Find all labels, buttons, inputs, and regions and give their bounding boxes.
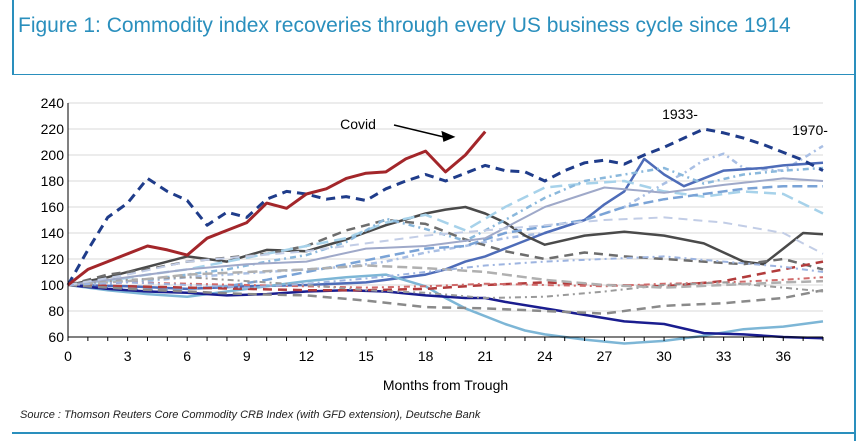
label-1970: 1970- xyxy=(792,122,828,138)
x-tick-label: 27 xyxy=(597,348,613,364)
x-tick-label: 0 xyxy=(64,348,72,364)
x-tick-label: 18 xyxy=(418,348,434,364)
annotations: Covid 1933- 1970- xyxy=(340,106,828,142)
x-tick-label: 30 xyxy=(656,348,672,364)
x-tick-label: 15 xyxy=(358,348,374,364)
series-line-1970 xyxy=(67,144,824,287)
y-tick-label: 140 xyxy=(41,225,65,241)
y-tick-label: 60 xyxy=(48,329,64,345)
series-lines xyxy=(66,127,824,345)
series-line-12 xyxy=(67,283,824,340)
source-note: Source : Thomson Reuters Core Commodity … xyxy=(20,409,481,421)
y-tick-label: 220 xyxy=(41,121,65,137)
series-line-17 xyxy=(67,264,824,289)
series-line-19 xyxy=(67,255,824,289)
x-tick-label: 24 xyxy=(537,348,553,364)
y-tick-label: 80 xyxy=(48,303,64,319)
frame-left-border xyxy=(12,0,14,74)
y-tick-label: 160 xyxy=(41,199,65,215)
x-tick-label: 33 xyxy=(716,348,732,364)
y-tick-label: 180 xyxy=(41,173,65,189)
series-line-14 xyxy=(67,276,824,289)
y-tick-label: 200 xyxy=(41,147,65,163)
series-line-16 xyxy=(67,276,824,299)
y-tick-label: 240 xyxy=(41,95,65,111)
label-1933: 1933- xyxy=(662,106,698,122)
x-axis-label: Months from Trough xyxy=(383,377,508,393)
bottom-rule xyxy=(12,432,856,434)
frame-right-border xyxy=(854,0,856,441)
y-tick-label: 120 xyxy=(41,251,65,267)
series-line-13 xyxy=(67,260,824,292)
series-line-1933 xyxy=(66,127,824,286)
x-tick-label: 3 xyxy=(124,348,132,364)
figure-title: Figure 1: Commodity index recoveries thr… xyxy=(18,14,791,37)
x-tick-label: 12 xyxy=(299,348,315,364)
x-tick-label: 9 xyxy=(243,348,251,364)
series-line-5 xyxy=(67,205,824,287)
title-divider xyxy=(12,74,856,75)
x-tick-label: 21 xyxy=(477,348,493,364)
series-line-10 xyxy=(67,177,824,286)
covid-arrow-head xyxy=(441,130,456,142)
covid-label: Covid xyxy=(340,116,376,132)
x-tick-label: 6 xyxy=(183,348,191,364)
series-line-18 xyxy=(67,216,824,286)
series-line-covid xyxy=(67,130,487,287)
x-tick-label: 36 xyxy=(775,348,791,364)
y-tick-label: 100 xyxy=(41,277,65,293)
covid-arrow-line xyxy=(393,124,444,138)
series-line-15 xyxy=(67,283,824,315)
series-line-8 xyxy=(67,166,824,287)
